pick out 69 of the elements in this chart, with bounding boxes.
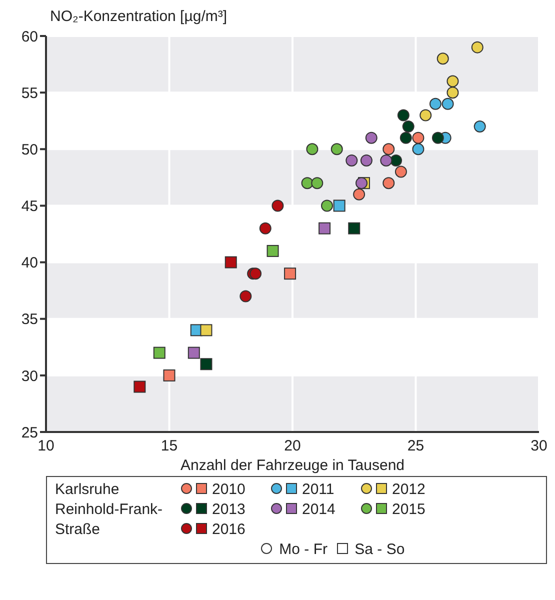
point: [382, 143, 395, 156]
legend-label: 2010: [212, 481, 246, 498]
point: [420, 109, 432, 122]
point: [446, 86, 459, 99]
point: [446, 75, 459, 88]
point: [224, 256, 237, 268]
y-tick-label: 55: [21, 84, 38, 102]
point: [412, 143, 424, 156]
point: [163, 369, 176, 382]
text: Mo - Fr: [279, 541, 328, 558]
point: [284, 268, 296, 280]
point: [380, 154, 392, 166]
point: [402, 120, 414, 133]
point: [353, 188, 366, 200]
point: [306, 143, 318, 156]
point: [390, 154, 402, 166]
point: [272, 200, 284, 212]
point: [412, 132, 424, 144]
point: [360, 154, 372, 166]
point: [400, 132, 412, 144]
y-axis-title: NO₂-Konzentration [µg/m³]: [50, 8, 228, 27]
point: [311, 177, 324, 190]
point: [365, 132, 378, 144]
point: [266, 244, 279, 257]
legend-label: 2012: [392, 481, 426, 498]
point: [474, 120, 486, 133]
point: [429, 98, 442, 110]
point: [153, 346, 166, 359]
point: [259, 222, 272, 234]
point: [250, 268, 262, 280]
point: [188, 346, 200, 359]
y-tick-label: 50: [21, 141, 38, 158]
point: [346, 154, 358, 166]
point: [436, 52, 449, 65]
legend-label: 2014: [302, 501, 336, 518]
legend-label: 2016: [212, 521, 246, 538]
legend-label: 2013: [212, 501, 246, 518]
point: [321, 200, 334, 212]
point: [432, 132, 444, 144]
legend-title: Karlsruhe Reinhold-Frank-Straße: [55, 480, 164, 540]
point: [471, 41, 484, 54]
point: [200, 324, 212, 336]
point: [330, 143, 343, 156]
text: Sa - So: [354, 541, 405, 558]
point: [134, 380, 146, 393]
x-tick-label: 25: [407, 438, 424, 455]
point: [397, 109, 410, 122]
x-tick-label: 20: [284, 438, 301, 455]
point: [200, 358, 212, 370]
y-tick-label: 60: [21, 28, 38, 46]
x-tick-label: 30: [530, 438, 548, 455]
point: [442, 98, 454, 110]
y-tick-label: 30: [21, 368, 38, 385]
point: [333, 200, 346, 212]
point: [348, 222, 360, 234]
legend-label: 2011: [302, 481, 334, 498]
point: [382, 177, 395, 190]
legend-label: 2015: [392, 501, 426, 518]
y-tick-label: 40: [21, 254, 38, 272]
y-tick-label: 35: [21, 311, 38, 328]
y-tick-label: 25: [21, 424, 38, 442]
point: [318, 222, 331, 234]
y-tick-label: 45: [21, 198, 38, 216]
point: [301, 177, 314, 190]
point: [394, 166, 407, 178]
x-tick-label: 10: [38, 438, 54, 455]
point: [240, 290, 252, 302]
x-tick-label: 15: [160, 438, 178, 455]
x-axis-title: Anzahl der Fahrzeuge in Tausend: [180, 457, 405, 474]
